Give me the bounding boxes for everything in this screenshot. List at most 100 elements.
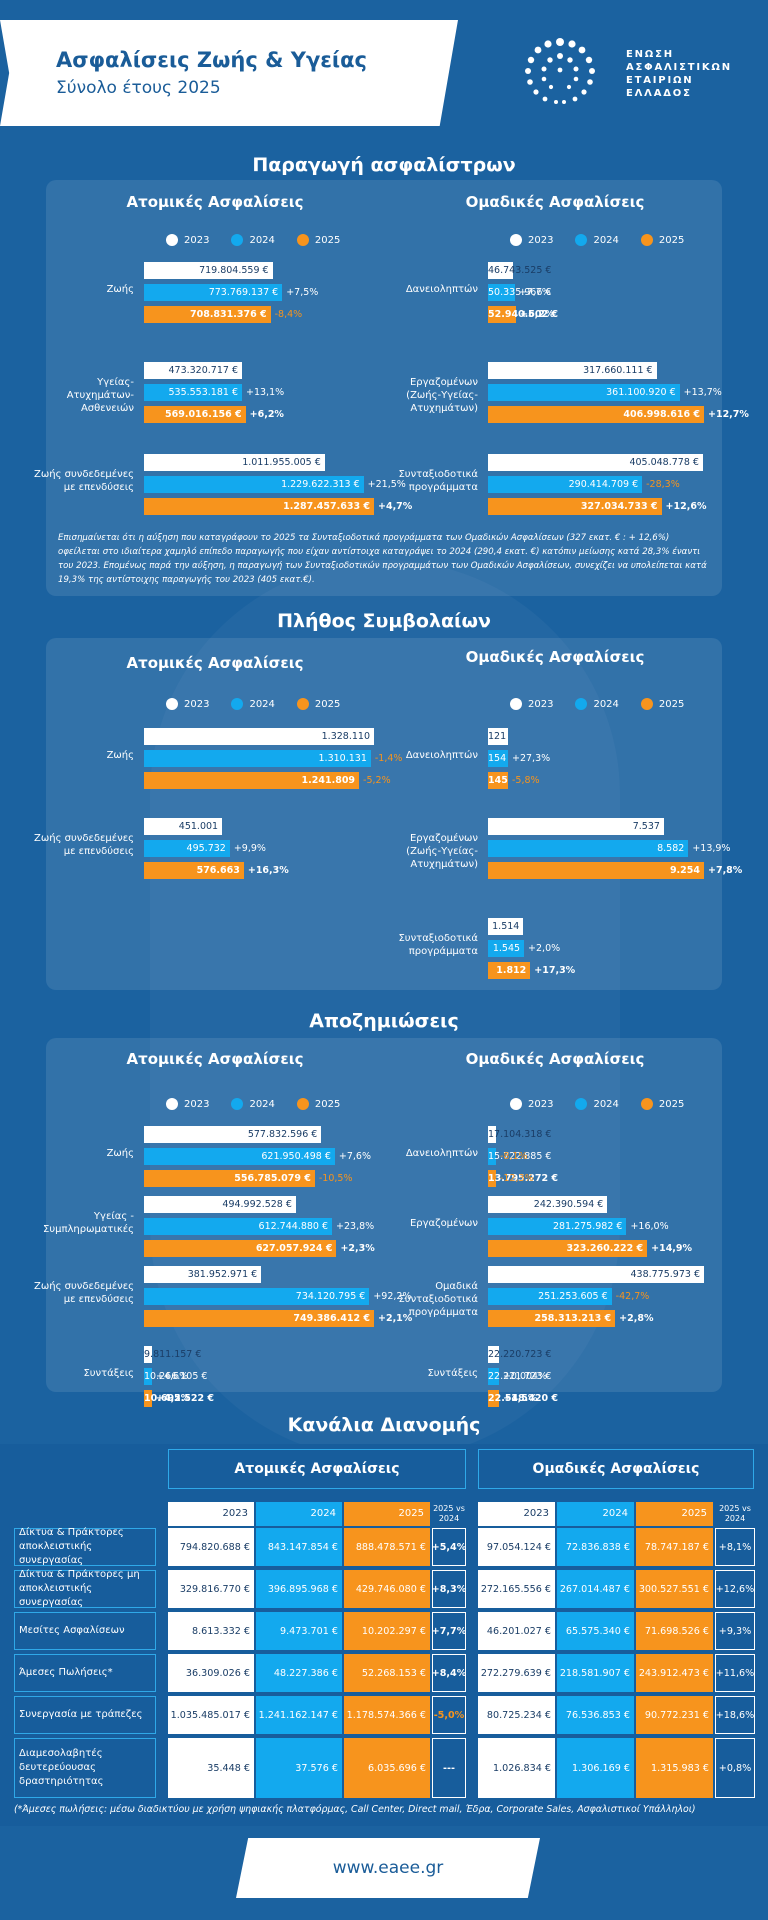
table-cell: 429.746.080 €	[344, 1570, 430, 1608]
category-label: Ζωής συνδεδεμένες με επενδύσεις	[34, 833, 134, 857]
table-cell: 6.035.696 €	[344, 1738, 430, 1798]
column-header-vs: 2025 vs 2024	[433, 1504, 465, 1523]
logo-text: ΕΝΩΣΗ ΑΣΦΑΛΙΣΤΙΚΩΝ ΕΤΑΙΡΙΩΝ ΕΛΛΑΔΟΣ	[626, 49, 732, 99]
legend: 2023 2024 2025	[510, 1098, 684, 1110]
category-label: Εργαζομένων	[409, 1218, 478, 1229]
legend-item-2025: 2025	[296, 698, 340, 710]
legend-item-2023: 2023	[510, 1098, 553, 1110]
change-label-2024: -1,4%	[374, 753, 403, 764]
table-cell-change: ---	[432, 1738, 466, 1798]
table-cell: 218.581.907 €	[557, 1654, 634, 1692]
change-label-2024: +7,5%	[286, 287, 319, 298]
change-label-2025: -8,4%	[274, 309, 303, 320]
table-cell: 48.227.386 €	[256, 1654, 342, 1692]
table-cell: 843.147.854 €	[256, 1528, 342, 1566]
change-label-2025: +5,2%	[520, 309, 555, 320]
bar-2025: 1.812	[488, 962, 531, 979]
table-title-group: Ομαδικές Ασφαλίσεις	[478, 1449, 754, 1489]
website-link[interactable]: www.eaee.gr	[332, 1858, 444, 1878]
legend: 2023 2024 2025	[510, 234, 684, 246]
change-label-2024: -42,7%	[615, 1291, 650, 1302]
bar-2024: 734.120.795 €	[144, 1288, 370, 1305]
bar-2024: 22.221.723 €	[488, 1368, 551, 1385]
legend-item-2023: 2023	[166, 698, 209, 710]
legend-item-2025: 2025	[296, 1098, 340, 1110]
table-cell: 794.820.688 €	[168, 1528, 254, 1566]
bar-2025: 1.287.457.633 €	[144, 498, 374, 515]
table-cell-change: +8,1%	[715, 1528, 755, 1566]
contracts-panel	[46, 638, 722, 990]
bar-2024: 612.744.880 €	[144, 1218, 333, 1235]
bar-2025: 145	[488, 772, 508, 789]
table-row-label: Μεσίτες Ασφαλίσεων	[14, 1612, 156, 1650]
change-label-2025: -5,8%	[512, 775, 540, 786]
bar-2024: 361.100.920 €	[488, 384, 680, 401]
change-label-2025: +6,2%	[249, 409, 284, 420]
table-cell: 97.054.124 €	[478, 1528, 555, 1566]
table-cell: 52.268.153 €	[344, 1654, 430, 1692]
column-header: 2023	[478, 1502, 555, 1526]
bar-2024: 50.335.966 €	[488, 284, 551, 301]
bar-2025: 749.386.412 €	[144, 1310, 374, 1327]
legend-item-2025: 2025	[640, 234, 684, 246]
category-label: Υγείας-Ατυχημάτων-Ασθενειών	[66, 377, 134, 414]
bar-2024: 1.310.131	[144, 750, 371, 767]
table-cell: 272.279.639 €	[478, 1654, 555, 1692]
bar-2024: 8.582	[488, 840, 689, 857]
bar-2023: 719.804.559 €	[144, 262, 273, 279]
bar-2025: 9.254	[488, 862, 704, 879]
table-cell-change: +5,4%	[432, 1528, 466, 1566]
bar-2023: 1.011.955.005 €	[144, 454, 325, 471]
bar-2023: 121	[488, 728, 508, 745]
category-label: Δανειοληπτών	[405, 284, 478, 295]
table-cell: 72.836.838 €	[557, 1528, 634, 1566]
change-label-2025: +17,3%	[534, 965, 576, 976]
header-card	[0, 20, 458, 126]
change-label-2024: +7,7%	[518, 287, 551, 298]
chart-title-individual: Ατομικές Ασφαλίσεις	[126, 193, 304, 211]
legend-item-2025: 2025	[296, 234, 340, 246]
legend-item-2024: 2024	[575, 234, 619, 246]
table-cell: 8.613.332 €	[168, 1612, 254, 1650]
table-row-label: Άμεσες Πωλήσεις*	[14, 1654, 156, 1692]
category-label: Υγείας - Συμπληρωματικές	[43, 1211, 134, 1235]
section-title-distribution: Κανάλια Διανομής	[287, 1414, 481, 1436]
bar-2024: 495.732	[144, 840, 230, 857]
bar-2023: 242.390.594 €	[488, 1196, 608, 1213]
category-label: Συνταξιοδοτικά προγράμματα	[398, 469, 478, 493]
legend-item-2024: 2024	[231, 1098, 275, 1110]
category-label: Συνταξιοδοτικά προγράμματα	[398, 933, 478, 957]
change-label-2024: +2,0%	[528, 943, 561, 954]
change-label-2025: +2,3%	[340, 1243, 375, 1254]
chart-title-group: Ομαδικές Ασφαλίσεις	[465, 193, 645, 211]
change-label-2024: +13,9%	[692, 843, 731, 854]
table-cell: 267.014.487 €	[557, 1570, 634, 1608]
bar-2025: 22.548.420 €	[488, 1390, 558, 1407]
change-label-2025: -5,2%	[363, 775, 391, 786]
bar-2025: 569.016.156 €	[144, 406, 246, 423]
table-cell: 46.201.027 €	[478, 1612, 555, 1650]
bar-2024: 535.553.181 €	[144, 384, 242, 401]
table-cell: 1.178.574.366 €	[344, 1696, 430, 1734]
change-label-2024: +92,2%	[373, 1291, 412, 1302]
legend-item-2024: 2024	[231, 234, 275, 246]
table-cell: 9.473.701 €	[256, 1612, 342, 1650]
table-cell: 1.315.983 €	[636, 1738, 713, 1798]
claims-panel	[46, 1038, 722, 1392]
bar-2025: 406.998.616 €	[488, 406, 704, 423]
bar-2024: 1.229.622.313 €	[144, 476, 364, 493]
premiums-note: Επισημαίνεται ότι η αύξηση που καταγράφο…	[58, 533, 707, 585]
column-header: 2024	[557, 1502, 634, 1526]
column-header: 2025	[344, 1502, 430, 1526]
change-label-2025: +2,8%	[619, 1313, 654, 1324]
change-label-2024: +21,5%	[367, 479, 406, 490]
change-label-2024: +4,6%	[156, 1371, 189, 1382]
bar-2025: 327.034.733 €	[488, 498, 662, 515]
bar-2023: 317.660.111 €	[488, 362, 657, 379]
section-title-contracts: Πλήθος Συμβολαίων	[277, 610, 491, 632]
table-cell: 36.309.026 €	[168, 1654, 254, 1692]
table-cell: 37.576 €	[256, 1738, 342, 1798]
change-label-2024: -28,3%	[646, 479, 680, 490]
table-cell-change: +7,7%	[432, 1612, 466, 1650]
table-row-label: Διαμεσολαβητές δευτερεύουσας δραστηριότη…	[14, 1738, 156, 1798]
